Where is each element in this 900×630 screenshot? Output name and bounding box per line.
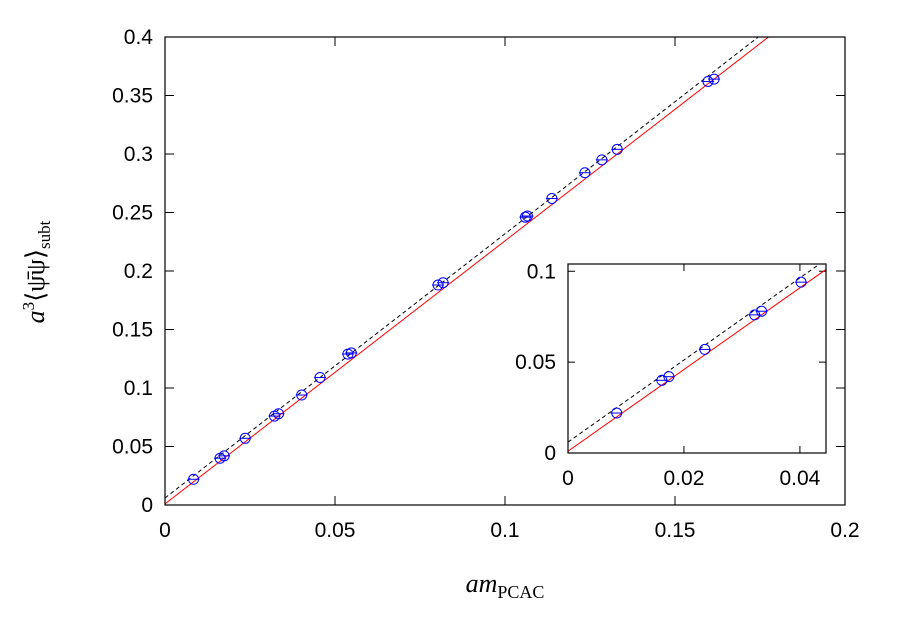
plot-frame — [164, 36, 846, 506]
y-tick-label: 0.1 — [124, 377, 153, 400]
x-tick-label: 0.15 — [655, 519, 696, 542]
data-point — [708, 73, 721, 85]
data-point — [239, 432, 252, 444]
data-point — [521, 210, 534, 222]
plot-area: 0 0.02 0.04 0 0.05 0.1 — [515, 260, 827, 490]
dashed-line — [568, 264, 821, 443]
x-axis-label: amPCAC — [466, 569, 545, 602]
dashed-line — [165, 37, 759, 499]
x-tick-label: 0.1 — [490, 519, 519, 542]
y-tick-label: 0.05 — [515, 351, 556, 374]
plot-background — [568, 264, 826, 453]
data-point — [437, 277, 450, 289]
data-point — [545, 192, 558, 204]
data-point — [701, 75, 714, 87]
x-tick-label: 0.04 — [779, 467, 820, 490]
y-tick-label: 0.4 — [124, 26, 154, 49]
fit-line — [568, 269, 826, 452]
data-point — [698, 343, 711, 355]
y-tick-label: 0.2 — [124, 260, 153, 283]
data-point — [519, 211, 532, 223]
x-tick-label: 0 — [562, 467, 574, 490]
x-tick-label: 0.02 — [664, 467, 705, 490]
y-tick-label: 0.15 — [112, 319, 153, 342]
plot-frame — [567, 263, 827, 454]
y-tick-label: 0.05 — [112, 436, 153, 459]
x-tick-label: 0.2 — [830, 519, 859, 542]
y-tick-label: 0.1 — [527, 260, 556, 283]
data-point — [295, 389, 308, 401]
fit-line — [165, 37, 769, 505]
y-tick-label: 0.35 — [112, 85, 153, 108]
data-point — [795, 276, 808, 288]
data-point — [218, 450, 231, 462]
data-layer — [568, 264, 826, 452]
data-point — [345, 347, 358, 359]
data-point — [272, 408, 285, 420]
data-point — [755, 305, 768, 317]
data-point — [432, 279, 445, 291]
y-tick-label: 0 — [141, 494, 153, 517]
data-point — [610, 407, 623, 419]
data-layer — [165, 37, 769, 505]
y-tick-label: 0.3 — [124, 143, 153, 166]
y-axis-label: a3⟨ψ̄ψ⟩subt — [19, 220, 54, 323]
data-point — [578, 167, 591, 179]
y-tick-label: 0 — [544, 442, 556, 465]
x-tick-label: 0.05 — [315, 519, 356, 542]
data-point — [314, 371, 327, 383]
x-tick-label: 0 — [159, 519, 171, 542]
data-point — [187, 473, 200, 485]
y-tick-label: 0.25 — [112, 202, 153, 225]
data-point — [611, 143, 624, 155]
data-point — [662, 371, 675, 383]
data-point — [595, 154, 608, 166]
